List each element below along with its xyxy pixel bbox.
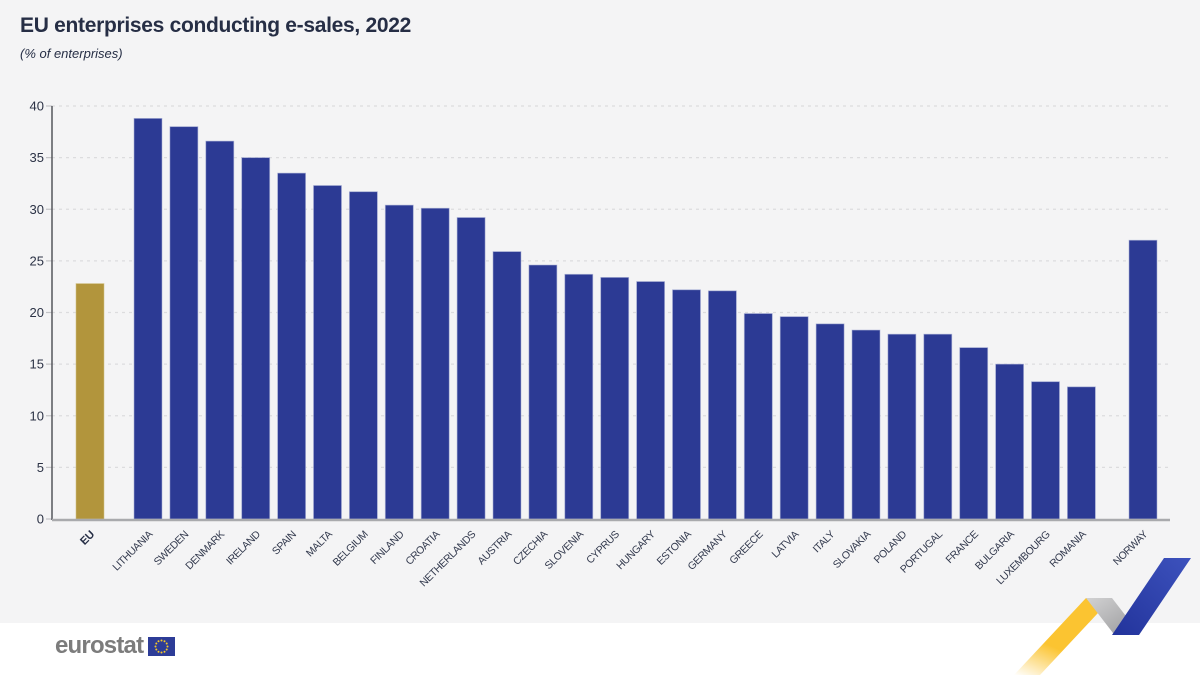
flag-star xyxy=(163,639,166,642)
bar-norway xyxy=(1128,239,1158,520)
x-axis-label-denmark: DENMARK xyxy=(183,528,227,572)
bar-lithuania xyxy=(133,117,163,520)
flag-star xyxy=(166,645,169,647)
bar-eu xyxy=(75,283,105,520)
x-axis-label-austria: AUSTRIA xyxy=(475,528,514,567)
bar-france xyxy=(959,347,989,520)
zigzag-ribbon-decoration xyxy=(1014,558,1191,675)
bar-bulgaria xyxy=(995,363,1024,520)
bar-latvia xyxy=(779,316,809,520)
eu-flag-icon xyxy=(148,636,176,656)
y-axis-tick-label-25: 25 xyxy=(30,253,44,268)
y-axis-tick-label-40: 40 xyxy=(30,99,44,114)
bar-romania xyxy=(1067,386,1096,520)
bar-hungary xyxy=(636,281,665,520)
bar-cyprus xyxy=(600,276,630,520)
x-axis-label-hungary: HUNGARY xyxy=(614,528,658,572)
x-axis-label-spain: SPAIN xyxy=(270,529,299,558)
flag-star xyxy=(155,648,158,650)
bar-germany xyxy=(708,290,737,520)
flag-star xyxy=(157,639,160,642)
x-axis-label-finland: FINLAND xyxy=(368,528,407,567)
bar-estonia xyxy=(672,289,701,520)
flag-star xyxy=(155,642,158,644)
eurostat-logo-text: eurostat xyxy=(55,632,144,659)
x-axis-label-ireland: IRELAND xyxy=(224,528,263,567)
bar-denmark xyxy=(205,140,235,520)
flag-star xyxy=(165,642,168,644)
bar-slovenia xyxy=(564,273,594,520)
x-axis-label-malta: MALTA xyxy=(304,528,335,559)
y-axis-tick-label-15: 15 xyxy=(30,357,44,372)
y-axis-tick-label-30: 30 xyxy=(30,202,44,217)
ribbon-blue-segment xyxy=(1112,558,1191,635)
chart-title: EU enterprises conducting e-sales, 2022 xyxy=(20,14,411,37)
y-axis-tick-label-0: 0 xyxy=(37,512,44,527)
bar-netherlands xyxy=(456,217,486,520)
flag-star xyxy=(160,639,163,641)
flag-star xyxy=(165,648,168,650)
bar-croatia xyxy=(420,207,450,520)
bar-belgium xyxy=(348,191,378,520)
bar-ireland xyxy=(241,157,271,520)
x-axis-label-germany: GERMANY xyxy=(685,528,729,572)
flag-star xyxy=(157,650,160,653)
bar-finland xyxy=(384,204,414,520)
bar-czechia xyxy=(528,264,558,520)
x-axis-label-eu: EU xyxy=(78,528,97,547)
x-axis-label-lithuania: LITHUANIA xyxy=(110,528,155,573)
bar-slovakia xyxy=(851,329,881,520)
bar-austria xyxy=(492,251,522,520)
x-axis-label-belgium: BELGIUM xyxy=(331,529,371,569)
bar-italy xyxy=(815,323,845,520)
eurostat-logo: eurostat xyxy=(55,632,176,660)
x-axis-label-latvia: LATVIA xyxy=(769,528,801,560)
bar-luxembourg xyxy=(1031,381,1060,520)
flag-star xyxy=(154,645,157,647)
ribbon-yellow-segment xyxy=(1014,598,1112,675)
bar-spain xyxy=(277,172,307,520)
y-axis-tick-label-20: 20 xyxy=(30,305,44,320)
footer xyxy=(0,623,1200,675)
x-axis-label-slovakia: SLOVAKIA xyxy=(831,528,874,571)
bar-sweden xyxy=(169,126,199,520)
x-axis-label-italy: ITALY xyxy=(811,528,838,555)
bar-malta xyxy=(313,185,342,520)
x-axis-label-slovenia: SLOVENIA xyxy=(543,528,587,572)
y-axis-tick-label-10: 10 xyxy=(30,408,44,423)
bar-poland xyxy=(887,333,917,520)
bar-greece xyxy=(743,313,773,520)
bar-portugal xyxy=(923,333,953,520)
y-axis-tick-label-35: 35 xyxy=(30,150,44,165)
flag-star xyxy=(160,651,163,653)
x-axis-label-greece: GREECE xyxy=(727,528,765,566)
y-axis-tick-label-5: 5 xyxy=(37,460,44,475)
flag-star xyxy=(163,650,166,653)
chart-subtitle: (% of enterprises) xyxy=(20,46,123,61)
